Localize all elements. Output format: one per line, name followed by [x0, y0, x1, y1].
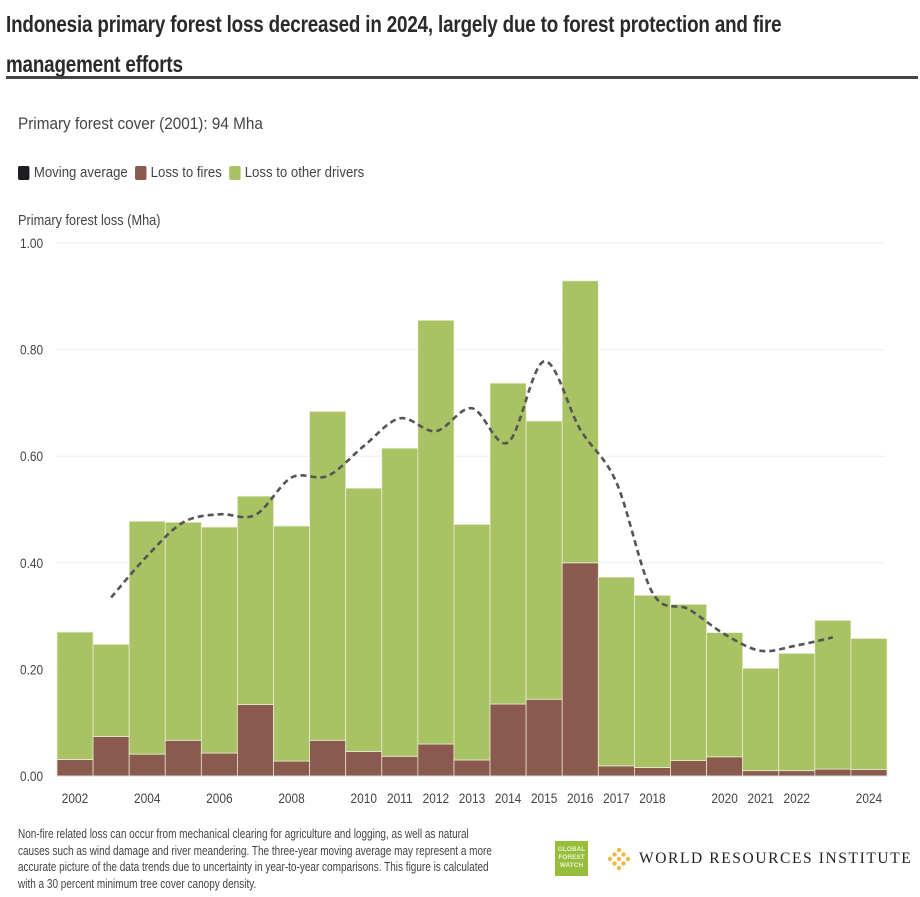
bar-fires-2011 — [381, 755, 419, 777]
x-tick-label: 2006 — [206, 790, 232, 806]
x-tick-label: 2013 — [459, 790, 485, 806]
x-tick-label: 2024 — [856, 790, 882, 806]
bar-other-drivers-2009 — [309, 411, 347, 741]
x-tick-label: 2008 — [278, 790, 304, 806]
bar-other-drivers-2007 — [237, 495, 274, 705]
legend-item-fires: Loss to fires — [134, 164, 222, 181]
bar-fires-2009 — [309, 739, 347, 777]
wri-logo-icon — [607, 847, 631, 871]
bar-fires-2005 — [164, 739, 202, 777]
x-tick-label: 2014 — [495, 790, 521, 806]
bar-fires-2007 — [237, 704, 274, 777]
legend-label: Moving average — [33, 164, 128, 181]
bar-other-drivers-2021 — [742, 667, 780, 772]
x-tick-label: 2015 — [531, 790, 557, 806]
bar-fires-2018 — [633, 767, 671, 777]
bar-other-drivers-2018 — [633, 594, 671, 768]
chart-subtitle: Primary forest cover (2001): 94 Mha — [18, 114, 263, 133]
bar-fires-2020 — [706, 756, 744, 777]
bar-fires-2008 — [273, 760, 311, 777]
chart-title: Indonesia primary forest loss decreased … — [6, 11, 782, 77]
bar-fires-2023 — [814, 768, 852, 777]
y-tick-label: 0.80 — [20, 342, 43, 358]
legend-item-moving-average: Moving average — [18, 164, 128, 181]
chart-plot: 0.00 0.20 0.40 0.60 0.80 1.00 2002 2004 2006 2008… — [20, 235, 888, 806]
bar-fires-2024 — [850, 769, 888, 777]
bar-fires-2003 — [92, 736, 130, 777]
moving-average-line — [110, 360, 834, 653]
bar-fires-2004 — [128, 753, 166, 777]
x-tick-label: 2011 — [387, 790, 413, 806]
bar-fires-2010 — [345, 751, 383, 777]
bar-other-drivers-2008 — [273, 525, 311, 762]
bar-other-drivers-2019 — [670, 603, 707, 761]
bar-other-drivers-2024 — [850, 638, 888, 771]
x-tick-label: 2022 — [784, 790, 810, 806]
chart-title-container: Indonesia primary forest loss decreased … — [6, 4, 854, 84]
bar-fires-2012 — [417, 743, 455, 777]
bar-other-drivers-2016 — [561, 280, 599, 564]
y-tick-label: 1.00 — [20, 235, 43, 251]
wri-logo-text: WORLD RESOURCES INSTITUTE — [639, 850, 913, 867]
footnote: Non-fire related loss can occur from mec… — [18, 827, 492, 891]
bar-other-drivers-2014 — [489, 382, 527, 705]
legend-label: Loss to other drivers — [244, 164, 365, 181]
legend-item-other-drivers: Loss to other drivers — [228, 164, 365, 181]
title-divider — [6, 76, 918, 79]
bar-other-drivers-2013 — [453, 524, 491, 761]
bar-fires-2019 — [670, 760, 707, 777]
y-tick-label: 0.20 — [20, 662, 43, 678]
legend: Moving average Loss to fires Loss to oth… — [18, 164, 371, 181]
bar-fires-2002 — [56, 759, 94, 777]
x-tick-label: 2004 — [134, 790, 160, 806]
bar-fires-2016 — [561, 562, 599, 777]
y-tick-label: 0.60 — [20, 448, 43, 464]
legend-label: Loss to fires — [150, 164, 222, 181]
y-tick-label: 0.40 — [20, 555, 43, 571]
legend-swatch-moving-average — [18, 165, 30, 180]
bar-other-drivers-2015 — [525, 420, 563, 700]
x-tick-label: 2016 — [567, 790, 593, 806]
bar-fires-2006 — [200, 752, 238, 777]
x-tick-label: 2002 — [62, 790, 88, 806]
bar-other-drivers-2020 — [706, 632, 744, 758]
bar-other-drivers-2003 — [92, 643, 130, 737]
bar-fires-2022 — [778, 770, 816, 777]
x-tick-label: 2018 — [639, 790, 665, 806]
x-tick-label: 2020 — [711, 790, 737, 806]
x-tick-label: 2017 — [603, 790, 629, 806]
bar-other-drivers-2017 — [597, 576, 635, 767]
bar-other-drivers-2023 — [814, 619, 852, 770]
bar-other-drivers-2010 — [345, 487, 383, 752]
legend-swatch-other-drivers — [228, 165, 241, 180]
bar-fires-2015 — [525, 698, 563, 777]
bar-fires-2014 — [489, 703, 527, 777]
bar-other-drivers-2012 — [417, 319, 455, 745]
y-axis-label: Primary forest loss (Mha) — [18, 213, 161, 229]
x-tick-label: 2010 — [351, 790, 377, 806]
x-tick-label: 2021 — [747, 790, 773, 806]
bar-other-drivers-2022 — [778, 653, 816, 772]
bar-other-drivers-2005 — [164, 521, 202, 741]
bar-other-drivers-2011 — [381, 447, 419, 757]
legend-swatch-fires — [134, 165, 147, 180]
x-tick-label: 2012 — [423, 790, 449, 806]
y-tick-label: 0.00 — [20, 768, 43, 784]
bar-fires-2017 — [597, 765, 635, 777]
bar-other-drivers-2006 — [200, 526, 238, 754]
bar-fires-2013 — [453, 759, 491, 777]
global-forest-watch-logo: GLOBAL FOREST WATCH — [555, 841, 588, 876]
bar-fires-2021 — [742, 770, 780, 777]
bar-other-drivers-2002 — [56, 631, 94, 760]
bar-other-drivers-2004 — [128, 520, 166, 755]
